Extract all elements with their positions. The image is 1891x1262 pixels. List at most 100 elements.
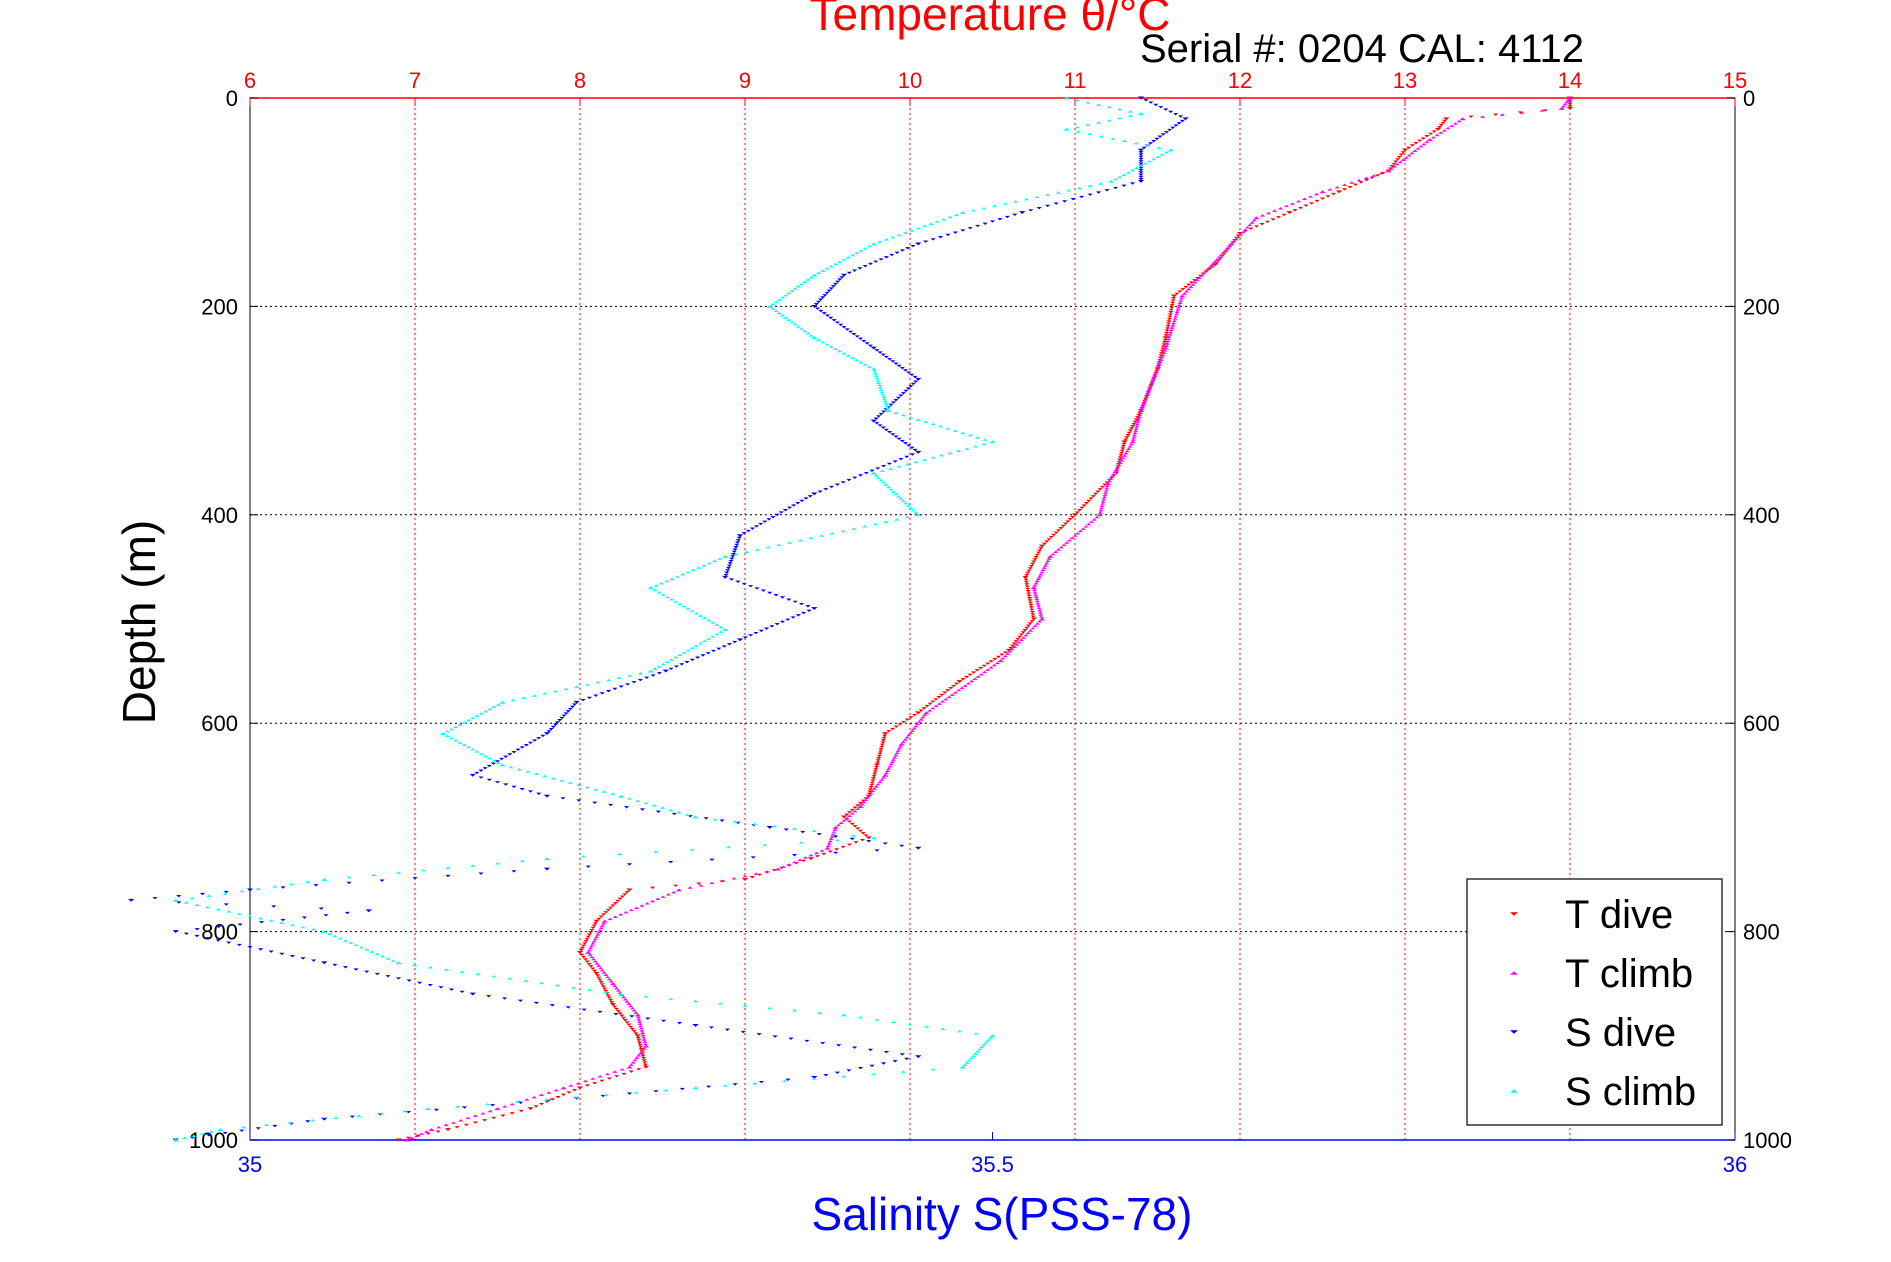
data-point	[681, 605, 687, 608]
data-point	[732, 640, 738, 644]
data-point	[1086, 499, 1092, 503]
data-point	[194, 934, 200, 938]
data-point	[204, 937, 211, 940]
data-point	[204, 905, 211, 909]
data-point	[1138, 175, 1144, 179]
data-point	[626, 1092, 633, 1095]
data-point	[586, 696, 593, 700]
data-point	[206, 1134, 212, 1137]
data-point	[804, 1039, 810, 1043]
data-point	[655, 810, 661, 813]
data-point	[936, 695, 942, 699]
data-point	[679, 1087, 685, 1091]
data-point	[828, 837, 834, 841]
data-point	[371, 873, 377, 877]
data-point	[543, 867, 551, 871]
data-point	[300, 925, 306, 929]
data-point	[1161, 343, 1167, 346]
data-point	[1192, 281, 1198, 284]
data-point	[692, 815, 699, 819]
data-point	[791, 860, 798, 864]
depth-tick-label-right: 1000	[1743, 1128, 1792, 1153]
data-point	[818, 298, 824, 301]
data-point	[877, 750, 884, 753]
data-point	[792, 600, 798, 604]
data-point	[967, 433, 973, 437]
data-point	[206, 894, 212, 897]
data-point	[626, 797, 633, 800]
data-point	[1076, 508, 1083, 512]
data-point	[663, 1089, 669, 1092]
data-point	[883, 520, 889, 523]
data-point	[820, 1042, 826, 1045]
data-point	[1026, 594, 1032, 598]
data-point	[1155, 155, 1161, 158]
data-point	[837, 349, 843, 353]
legend-label: T climb	[1565, 952, 1693, 996]
data-point	[1131, 433, 1138, 437]
data-point	[863, 471, 869, 475]
data-point	[821, 312, 827, 315]
data-point	[487, 707, 493, 711]
data-point	[237, 923, 243, 926]
data-point	[1112, 186, 1119, 190]
data-point	[701, 564, 707, 567]
data-point	[1024, 583, 1030, 586]
data-point	[881, 465, 887, 468]
data-point	[395, 871, 402, 874]
data-point	[982, 438, 988, 441]
data-point	[1130, 425, 1136, 428]
data-point	[255, 887, 261, 890]
data-point	[852, 476, 858, 479]
data-point	[706, 618, 712, 622]
data-point	[636, 1020, 643, 1023]
data-point	[757, 873, 763, 877]
data-point	[1029, 620, 1035, 623]
data-point	[840, 273, 848, 277]
data-point	[786, 598, 792, 601]
data-point	[927, 702, 933, 706]
data-point	[1085, 101, 1091, 104]
data-point	[641, 1059, 647, 1062]
data-point	[1076, 186, 1083, 190]
data-point	[915, 377, 922, 381]
data-point	[960, 431, 966, 435]
data-point	[1145, 144, 1151, 147]
data-point	[827, 840, 833, 843]
data-point	[1314, 199, 1320, 203]
data-point	[730, 552, 737, 556]
data-point	[981, 206, 987, 210]
data-point	[1062, 522, 1069, 525]
data-point	[896, 364, 902, 368]
data-point	[1168, 308, 1174, 312]
data-point	[849, 808, 855, 812]
data-point	[457, 741, 463, 744]
data-point	[1400, 158, 1406, 161]
data-point	[353, 968, 359, 971]
data-point	[1156, 363, 1162, 366]
data-point	[913, 511, 919, 514]
data-point	[455, 1105, 461, 1108]
data-point	[1064, 541, 1070, 544]
data-point	[889, 253, 895, 257]
data-point	[1238, 233, 1244, 236]
data-point	[584, 1084, 590, 1087]
data-point	[1205, 267, 1211, 270]
data-point	[647, 669, 655, 673]
data-point	[1186, 288, 1192, 291]
data-point	[734, 541, 741, 544]
data-point	[795, 614, 801, 617]
data-point	[581, 1008, 587, 1011]
data-point	[766, 825, 773, 829]
data-point	[1434, 127, 1442, 131]
data-point	[881, 736, 887, 740]
data-point	[517, 999, 524, 1002]
data-point	[960, 678, 966, 681]
data-point	[868, 791, 874, 795]
data-point	[726, 643, 733, 646]
data-point	[1037, 608, 1043, 612]
data-point	[811, 336, 818, 340]
data-point	[1033, 582, 1039, 585]
data-point	[1308, 202, 1315, 205]
data-point	[420, 869, 426, 872]
